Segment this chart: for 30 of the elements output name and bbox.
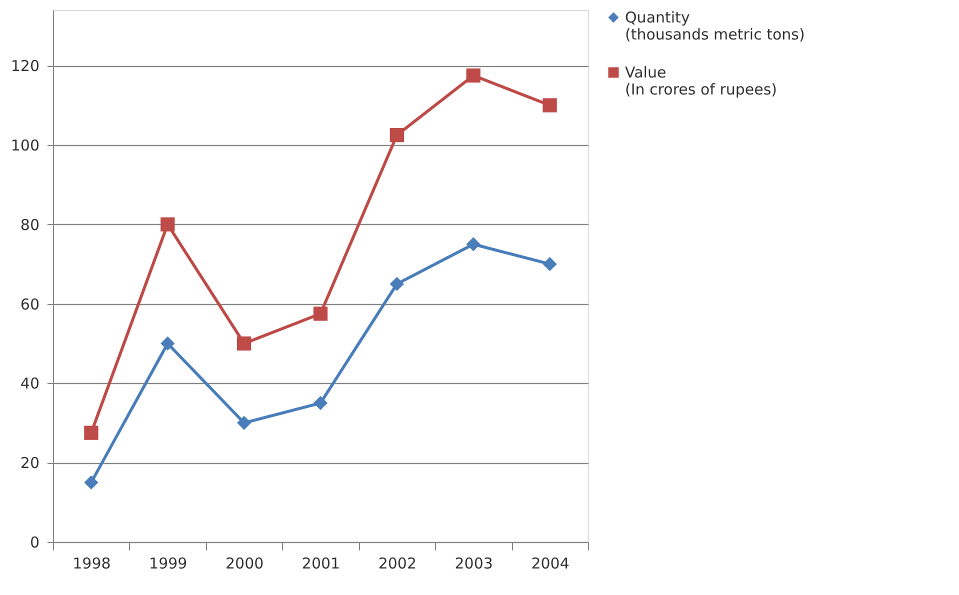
y-tick-label: 80 xyxy=(20,216,40,234)
point xyxy=(542,98,557,112)
point xyxy=(313,396,328,410)
x-tick-label: 2003 xyxy=(454,554,493,572)
y-tick-label: 0 xyxy=(30,534,40,552)
point xyxy=(466,68,480,83)
legend-label: Quantity (thousands metric tons) xyxy=(625,8,805,44)
y-tick-label: 100 xyxy=(10,136,40,154)
point xyxy=(84,475,98,490)
x-tick-label: 2004 xyxy=(531,554,570,572)
point xyxy=(84,426,98,440)
x-tick-label: 1999 xyxy=(149,554,188,572)
x-tick-label: 1998 xyxy=(72,554,111,572)
point xyxy=(160,217,175,232)
x-tick-label: 2000 xyxy=(225,554,264,572)
y-tick-label: 40 xyxy=(20,374,40,393)
point xyxy=(237,336,252,351)
point xyxy=(237,416,252,430)
point xyxy=(390,128,404,142)
y-tick-label: 20 xyxy=(20,454,40,472)
x-tick-label: 2002 xyxy=(378,554,417,572)
y-tick-label: 120 xyxy=(10,57,40,76)
point xyxy=(160,336,175,351)
point xyxy=(390,276,404,292)
point xyxy=(542,257,557,272)
legend-label: Value (In crores of rupees) xyxy=(625,64,778,98)
point xyxy=(466,237,480,252)
point xyxy=(313,306,328,321)
x-tick-label: 2001 xyxy=(302,554,340,572)
y-tick-label: 60 xyxy=(20,295,40,314)
